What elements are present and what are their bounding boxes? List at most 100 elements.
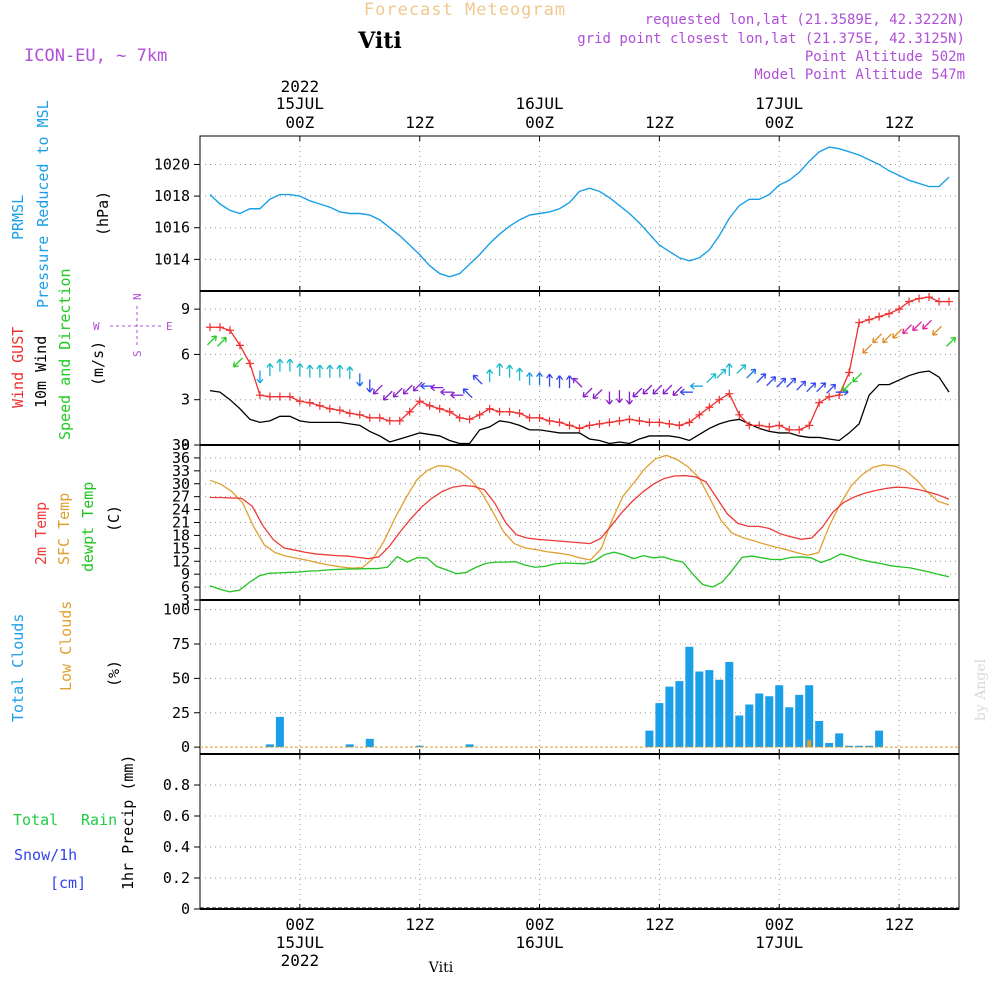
temp-unit: (C)	[105, 505, 123, 532]
temp-ytick-label: 9	[181, 565, 190, 583]
gust-marker	[715, 395, 724, 404]
gust-marker	[755, 421, 764, 430]
gust-marker	[355, 410, 364, 419]
total-cloud-bar	[875, 730, 884, 748]
total-cloud-bar	[755, 693, 764, 748]
gust-marker	[515, 409, 524, 418]
temp-ytick-label: 12	[172, 552, 190, 570]
pressure-line	[209, 146, 950, 278]
wind-arrow-icon	[356, 373, 364, 387]
total-cloud-bar	[665, 686, 674, 748]
gust-marker	[875, 312, 884, 321]
gust-marker	[255, 391, 264, 400]
bottom-time-label: 00Z	[765, 915, 794, 934]
gust-marker	[725, 389, 734, 398]
total-cloud-bar	[825, 743, 834, 748]
sfctemp-label: SFC Temp	[55, 493, 73, 565]
gust-marker	[425, 401, 434, 410]
cloud-labels: Total Clouds Low Clouds (%)	[9, 601, 123, 722]
gust-marker	[485, 404, 494, 413]
wind-arrow-icon	[842, 381, 853, 392]
top-time-label: 12Z	[405, 113, 434, 132]
watermark: by Angel	[973, 658, 989, 721]
temp-ytick-label: 33	[172, 462, 190, 480]
wind-arrow-icon	[932, 325, 943, 336]
wind-arrow-icon	[766, 376, 777, 387]
pressure-labels: PRMSL Pressure Reduced to MSL (hPa)	[9, 100, 112, 308]
temp2m-label: 2m Temp	[32, 502, 50, 565]
wind-arrow-icon	[276, 358, 284, 372]
temp-labels: 2m Temp SFC Temp dewpt Temp (C)	[32, 482, 123, 572]
total-cloud-bar	[365, 738, 374, 748]
gust-marker	[585, 421, 594, 430]
wind-arrow-icon	[826, 383, 837, 394]
wind-arrow-icon	[556, 375, 564, 389]
top-time-label: 00Z	[765, 113, 794, 132]
sfctemp-line	[209, 454, 950, 569]
gust-marker	[625, 415, 634, 424]
total-cloud-bar	[805, 685, 814, 748]
gust-marker	[295, 397, 304, 406]
gust-marker	[545, 416, 554, 425]
top-year-label: 2022	[281, 77, 320, 96]
top-date-label: 16JUL	[515, 94, 563, 113]
wind-arrow-icon	[266, 363, 274, 377]
gust-marker	[785, 425, 794, 434]
gridpoint-coords: grid point closest lon,lat (21.375E, 42.…	[577, 31, 965, 47]
gust-line	[209, 296, 950, 431]
wind-arrow-icon	[816, 382, 827, 393]
clouds-ytick-label: 75	[172, 635, 190, 653]
compass-rose: N S W E	[93, 293, 173, 357]
wind-dir-label: Speed and Direction	[56, 268, 74, 440]
gust-marker	[805, 421, 814, 430]
gust-marker	[605, 418, 614, 427]
gust-marker	[595, 419, 604, 428]
wind-arrow-icon	[946, 336, 956, 347]
compass-e-icon: E	[166, 320, 173, 333]
gust-marker	[395, 416, 404, 425]
gust-marker	[685, 418, 694, 427]
bottom-time-label: 12Z	[645, 915, 674, 934]
gust-marker	[275, 392, 284, 401]
wind-arrow-icon	[506, 364, 514, 378]
low-clouds-label: Low Clouds	[57, 601, 75, 691]
gust-marker	[915, 294, 924, 303]
wind-arrow-icon	[852, 372, 863, 383]
gust-marker	[775, 421, 784, 430]
wind-arrow-icon	[440, 388, 454, 396]
gust-marker	[705, 403, 714, 412]
gust-marker	[735, 410, 744, 419]
wind-arrow-icon	[902, 324, 913, 335]
wind-arrow-icon	[786, 377, 797, 388]
compass-w-icon: W	[93, 320, 100, 333]
clouds-ytick-label: 50	[172, 669, 190, 687]
gust-marker	[845, 368, 854, 377]
total-cloud-bar	[795, 694, 804, 748]
wind-arrow-icon	[662, 384, 673, 395]
gust-marker	[935, 297, 944, 306]
gust-marker	[365, 413, 374, 422]
total-clouds-label: Total Clouds	[9, 614, 27, 722]
wind-arrow-icon	[420, 382, 434, 390]
gust-marker	[885, 309, 894, 318]
gust-marker	[865, 315, 874, 324]
wind10m-line	[209, 370, 950, 445]
wind-arrow-icon	[536, 372, 544, 386]
top-time-label: 00Z	[285, 113, 314, 132]
precip-unit: 1hr Precip (mm)	[119, 755, 137, 890]
wind-arrow-icon	[565, 375, 574, 389]
total-cloud-bar	[845, 745, 854, 748]
temp-ytick-label: 36	[172, 449, 190, 467]
gust-marker	[335, 406, 344, 415]
wind-arrow-icon	[652, 384, 663, 395]
total-cloud-bar	[675, 681, 684, 748]
temp-ytick-label: 18	[172, 526, 190, 544]
wind-ytick-label: 6	[181, 345, 190, 363]
total-cloud-bar	[685, 646, 694, 748]
gust-marker	[635, 416, 644, 425]
gust-marker	[265, 392, 274, 401]
bottom-time-label: 00Z	[285, 915, 314, 934]
gust-marker	[655, 418, 664, 427]
